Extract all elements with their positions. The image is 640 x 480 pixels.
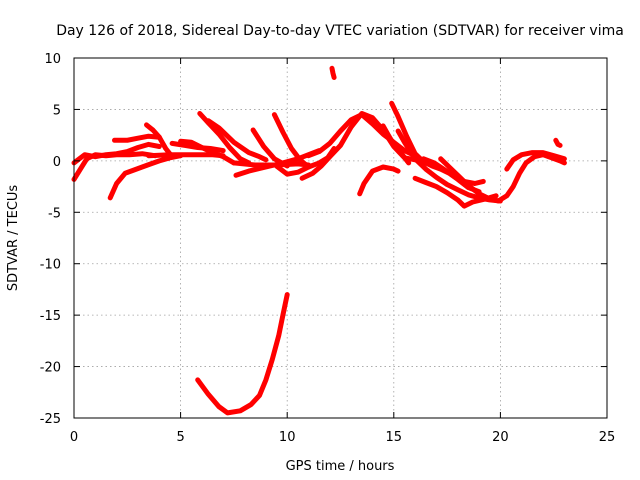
- x-tick-label: 25: [599, 430, 616, 445]
- series-s2: [71, 141, 162, 166]
- grid: [74, 58, 607, 418]
- series-s23: [412, 175, 499, 209]
- series-group: [71, 65, 567, 416]
- x-tick-label: 0: [70, 430, 78, 445]
- y-tick-label: 10: [44, 52, 61, 67]
- y-tick-label: -10: [40, 258, 61, 273]
- series-s17: [306, 112, 418, 159]
- series-s3: [107, 153, 184, 201]
- y-tick-label: -15: [40, 309, 61, 324]
- series-s25: [438, 152, 567, 204]
- y-tick-label: -25: [40, 412, 61, 427]
- x-tick-label: 5: [176, 430, 184, 445]
- y-tick-label: -5: [48, 206, 61, 221]
- x-tick-label: 15: [386, 430, 403, 445]
- series-s4: [112, 133, 162, 143]
- y-tick-label: -20: [40, 361, 61, 376]
- y-axis-label: SDTVAR / TECUs: [6, 185, 21, 292]
- series-s8: [178, 138, 237, 166]
- x-tick-label: 20: [492, 430, 509, 445]
- y-tick-label: 5: [53, 103, 61, 118]
- series-s10: [205, 118, 269, 163]
- axis-ticks: 0 5 10 15 20 25 -25 -20 -15 -10 -5 0 5 10: [40, 52, 616, 445]
- series-s5: [144, 122, 175, 160]
- series-s27: [553, 137, 563, 148]
- y-tick-label: 0: [53, 155, 61, 170]
- series-s24: [421, 156, 486, 186]
- series-s19: [357, 164, 401, 197]
- x-axis-label: GPS time / hours: [286, 459, 395, 474]
- series-s26: [504, 150, 567, 172]
- plot-frame: [73, 57, 608, 419]
- series-s28: [195, 292, 290, 416]
- series-s18: [329, 65, 337, 80]
- chart-title: Day 126 of 2018, Sidereal Day-to-day VTE…: [56, 23, 624, 39]
- x-tick-label: 10: [279, 430, 296, 445]
- series-s20: [380, 123, 412, 166]
